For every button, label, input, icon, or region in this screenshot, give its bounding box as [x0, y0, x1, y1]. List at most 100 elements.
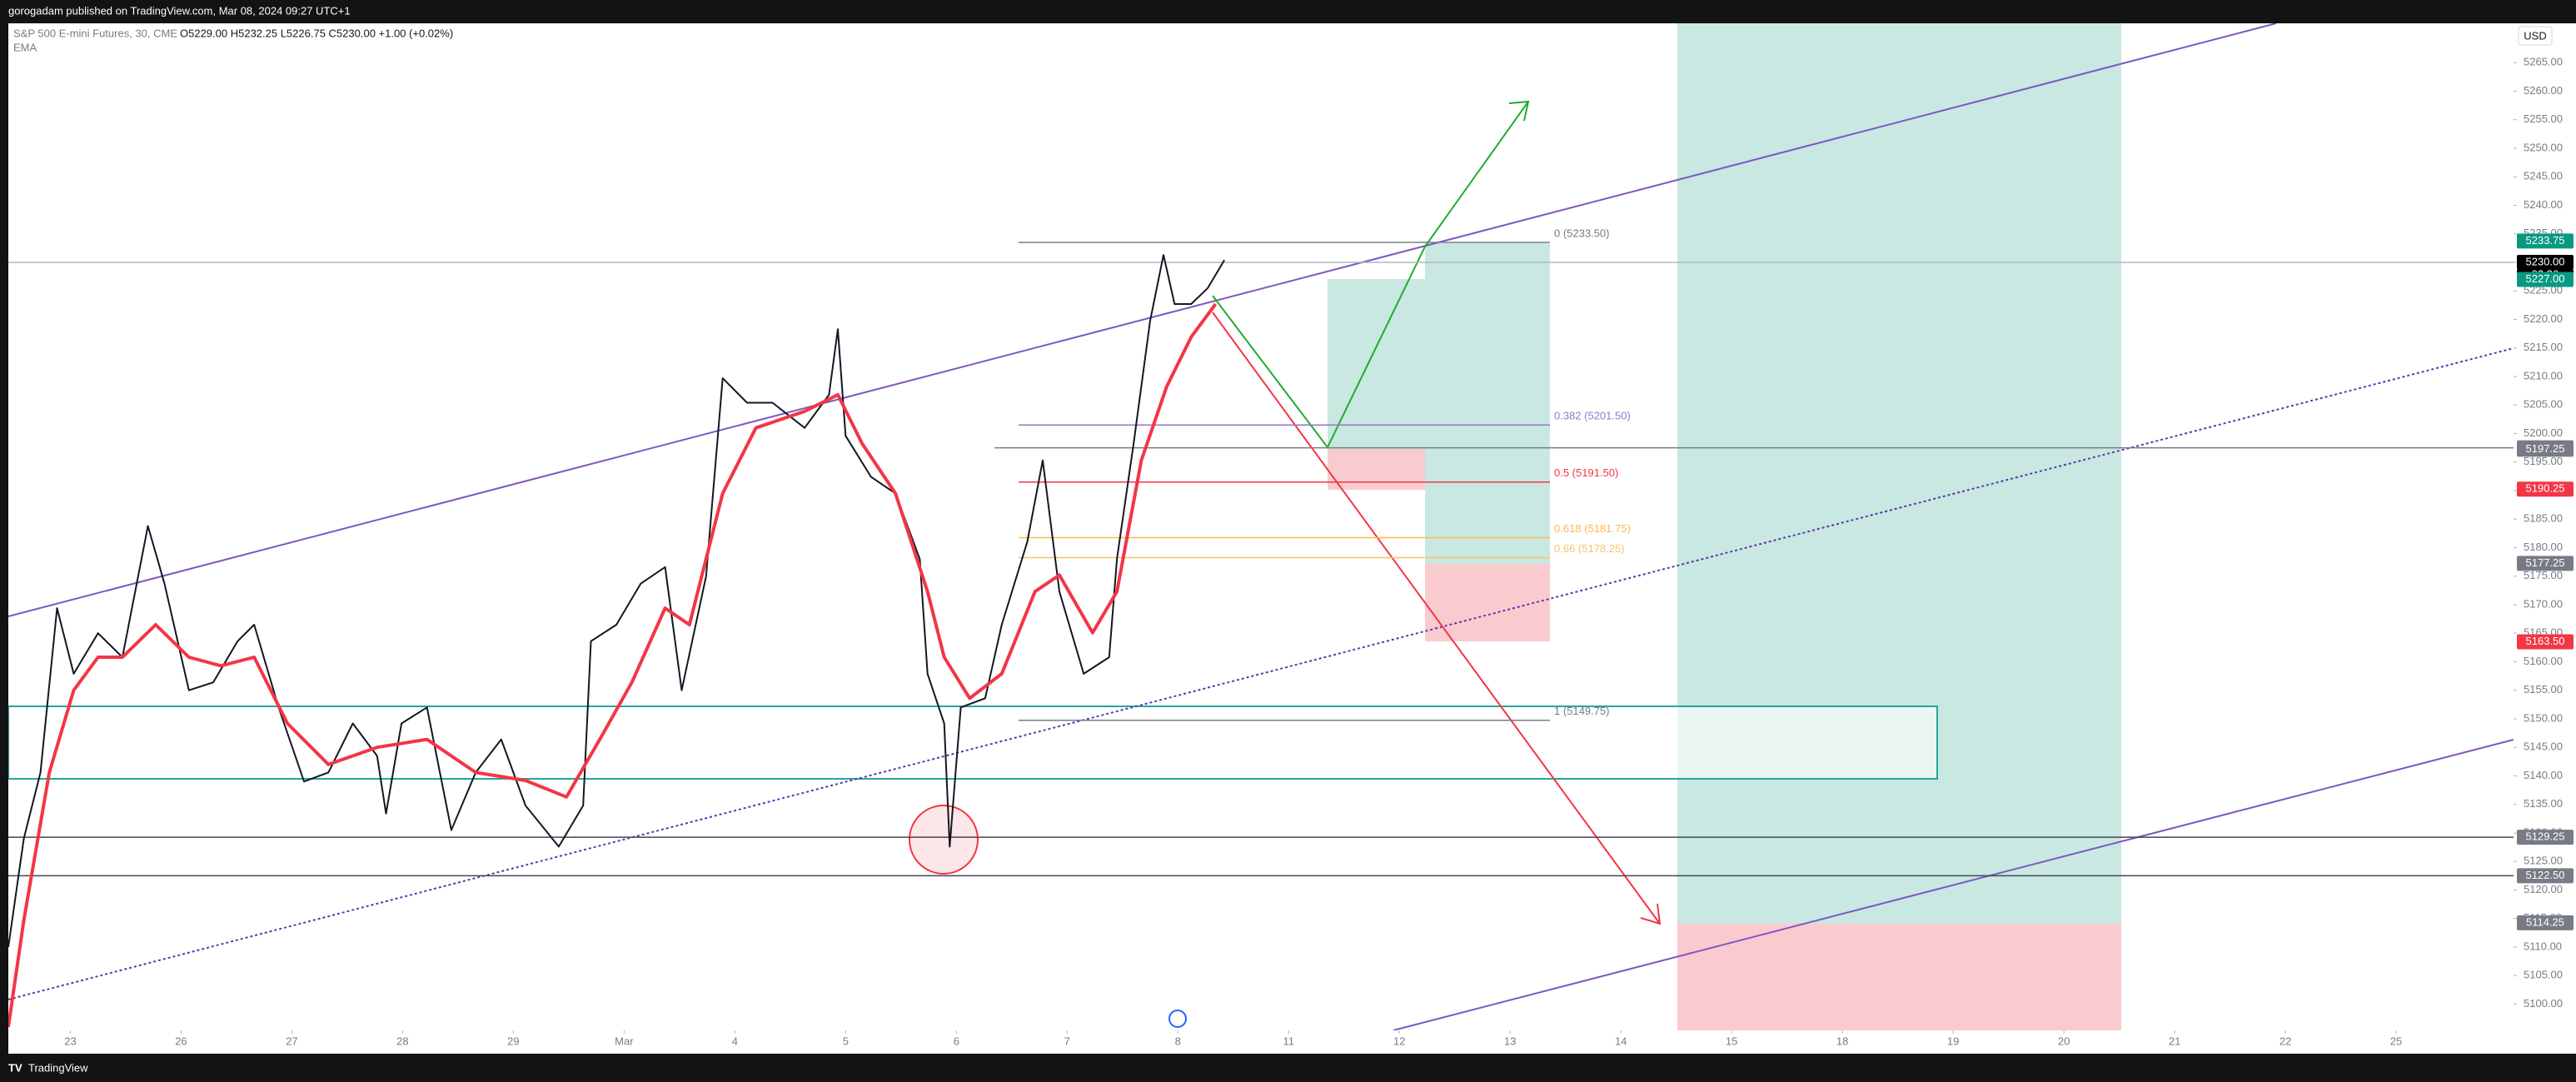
fib-label: 1 (5149.75) — [1554, 705, 1610, 717]
y-tick-label: 5100.00 — [2524, 997, 2563, 1010]
x-tick-label: 15 — [1726, 1035, 1737, 1047]
y-tick-label: 5140.00 — [2524, 769, 2563, 781]
green-arrow — [1212, 101, 1529, 449]
price-tag-label: 5114.25 — [2526, 915, 2564, 928]
axes: 5100.005105.005110.005115.005120.005125.… — [64, 56, 2574, 1047]
y-tick-label: 5175.00 — [2524, 569, 2563, 581]
currency[interactable]: USD — [2524, 29, 2546, 42]
y-tick-label: 5195.00 — [2524, 455, 2563, 467]
price-tag — [2517, 556, 2574, 571]
highlight-circle — [909, 805, 979, 875]
x-tick-label: 12 — [1393, 1035, 1405, 1047]
y-tick-label: 5125.00 — [2524, 855, 2563, 867]
y-tick-label: 5150.00 — [2524, 711, 2563, 724]
price-tag-label: 5227.00 — [2526, 272, 2565, 285]
y-tick-label: 5155.00 — [2524, 683, 2563, 696]
price-tag-label: 5230.00 — [2526, 255, 2565, 267]
y-tick-label: 5255.00 — [2524, 112, 2563, 125]
x-tick-label: 19 — [1947, 1035, 1959, 1047]
replay-icon[interactable] — [1168, 1010, 1187, 1028]
left-border — [0, 0, 8, 1082]
target-zone — [1328, 279, 1425, 449]
price-tag-label: 5190.25 — [2526, 482, 2565, 495]
y-tick-label: 5260.00 — [2524, 84, 2563, 97]
price-tag-label: 5129.25 — [2526, 830, 2565, 843]
x-tick-label: 21 — [2169, 1035, 2180, 1047]
y-tick-label: 5135.00 — [2524, 797, 2563, 810]
x-tick-label: 5 — [843, 1035, 849, 1047]
y-tick-label: 5110.00 — [2524, 940, 2562, 952]
y-tick-label: 5160.00 — [2524, 655, 2563, 667]
price-tag — [2517, 481, 2574, 497]
price-tag — [2517, 272, 2574, 287]
price-tag-label: 5233.75 — [2526, 234, 2565, 247]
price-tag-label: 5197.25 — [2526, 442, 2565, 455]
y-tick-label: 5145.00 — [2524, 740, 2563, 753]
x-tick-label: 11 — [1283, 1035, 1294, 1047]
stop-zone — [1328, 449, 1425, 490]
price-tag — [2517, 868, 2574, 884]
brand-logo: TV — [8, 1061, 22, 1074]
long-target-zone — [1677, 23, 2121, 924]
fib-label: 0.5 (5191.50) — [1554, 466, 1618, 479]
x-tick-label: Mar — [615, 1035, 634, 1047]
footer-bar — [0, 1054, 2576, 1082]
y-tick-label: 5120.00 — [2524, 883, 2563, 895]
x-tick-label: 6 — [954, 1035, 959, 1047]
y-tick-label: 5240.00 — [2524, 198, 2563, 211]
x-tick-label: 22 — [2280, 1035, 2291, 1047]
published-info: gorogadam published on TradingView.com, … — [8, 4, 351, 17]
x-tick-label: 28 — [396, 1035, 408, 1047]
red-arrow — [1212, 312, 1661, 925]
price-axis — [2514, 23, 2576, 1030]
trend-line-dotted — [7, 347, 2514, 1000]
y-tick-label: 5250.00 — [2524, 141, 2563, 153]
x-tick-label: 29 — [507, 1035, 519, 1047]
indicator-name: EMA — [13, 41, 37, 53]
price-line — [7, 254, 1225, 948]
top-bar — [0, 0, 2576, 23]
price-tag — [2517, 830, 2574, 845]
x-tick-label: 14 — [1615, 1035, 1627, 1047]
fib-label: 0.382 (5201.50) — [1554, 410, 1631, 422]
price-tag — [2517, 634, 2574, 650]
trend-line — [1393, 739, 2514, 1031]
y-tick-label: 5220.00 — [2524, 312, 2563, 325]
price-tag — [2517, 915, 2574, 930]
x-tick-label: 7 — [1064, 1035, 1070, 1047]
y-tick-label: 5170.00 — [2524, 597, 2563, 610]
y-tick-label: 5210.00 — [2524, 369, 2563, 381]
trend-line — [7, 22, 2277, 617]
price-tag — [2517, 255, 2574, 271]
fib-label: 0.618 (5181.75) — [1554, 522, 1631, 535]
y-tick-label: 5105.00 — [2524, 969, 2563, 981]
y-tick-label: 5205.00 — [2524, 398, 2563, 411]
x-tick-label: 4 — [732, 1035, 738, 1047]
currency-box[interactable] — [2518, 26, 2553, 46]
y-tick-label: 5245.00 — [2524, 170, 2563, 182]
x-tick-label: 26 — [175, 1035, 187, 1047]
price-tag — [2517, 441, 2574, 457]
drawings — [7, 22, 2514, 1031]
symbol-name: S&P 500 E-mini Futures, 30, CME — [13, 27, 177, 39]
x-tick-label: 23 — [64, 1035, 76, 1047]
x-tick-label: 25 — [2390, 1035, 2402, 1047]
y-tick-label: 5200.00 — [2524, 426, 2563, 439]
fib-label: 0.66 (5178.25) — [1554, 542, 1625, 555]
price-tag — [2517, 233, 2574, 249]
arrow-head — [1640, 903, 1662, 925]
fib-label: 0 (5233.50) — [1554, 227, 1610, 239]
y-tick-label: 5265.00 — [2524, 56, 2563, 68]
x-tick-label: 18 — [1836, 1035, 1848, 1047]
stop-zone — [1425, 564, 1550, 641]
ema-line — [7, 302, 1218, 1028]
y-tick-label: 5180.00 — [2524, 541, 2563, 553]
x-tick-label: 20 — [2058, 1035, 2070, 1047]
x-tick-label: 8 — [1175, 1035, 1181, 1047]
zone-fill — [1677, 706, 1937, 779]
plot: 0 (5233.50) 0.382 (5201.50) 0.5 (5191.50) 0… — [7, 227, 2514, 1028]
y-tick-label: 5215.00 — [2524, 341, 2563, 353]
